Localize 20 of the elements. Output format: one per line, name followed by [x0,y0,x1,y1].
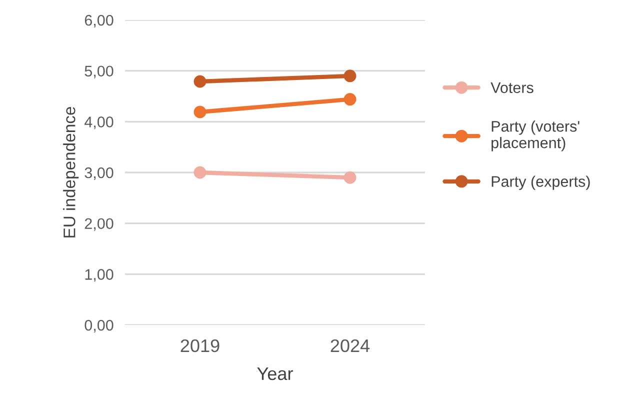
y-axis-title: EU independence [63,106,79,238]
legend-label: Party (voters' placement) [492,120,580,152]
point [194,166,206,179]
point [344,70,356,82]
y-tick-label: 5,00 [84,66,114,78]
point [194,106,206,118]
y-tick-label: 4,00 [84,116,114,130]
x-tick-label: 2019 [180,339,220,352]
point [194,75,206,88]
x-axis-title: Year [257,367,293,380]
point [344,171,356,184]
legend-label: Party (experts) [492,176,590,190]
y-tick-label: 0,00 [84,320,114,332]
point [344,93,356,106]
x-tick-label: 2024 [330,339,370,352]
legend-label: Voters [490,82,534,94]
y-tick-label: 1,00 [85,269,114,282]
y-tick-label: 3,00 [84,167,114,180]
y-tick-label: 2,00 [84,218,114,231]
y-tick-label: 6,00 [84,14,114,28]
